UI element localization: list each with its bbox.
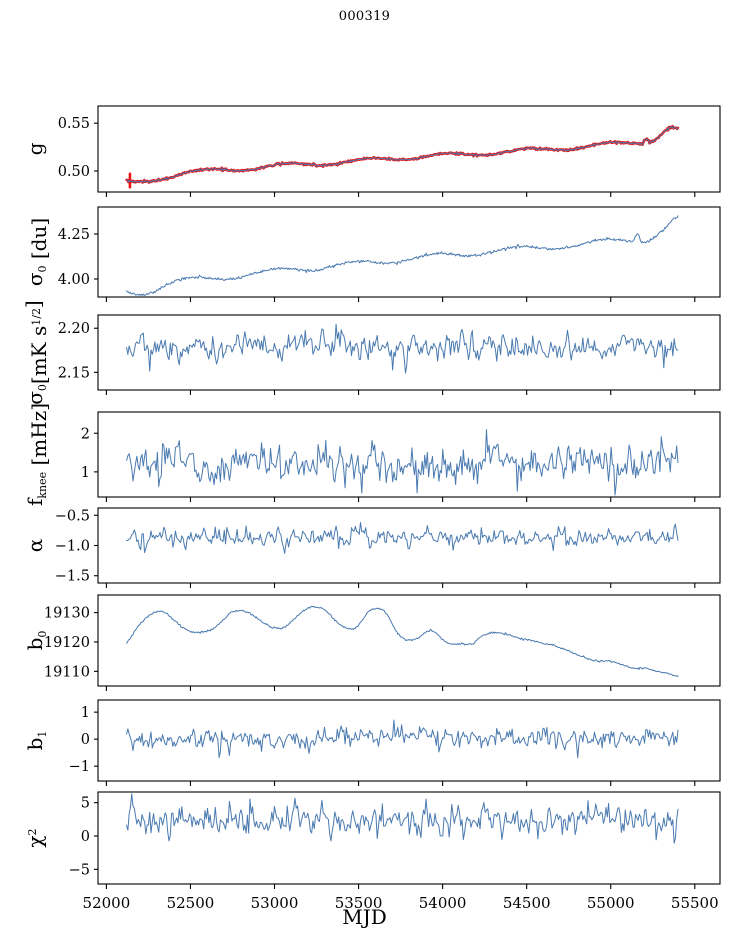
panel-frame <box>97 105 721 193</box>
y-axis-label: σ0 [du] <box>23 218 51 286</box>
overlay-series-line <box>125 124 680 184</box>
series-line <box>126 793 679 844</box>
panel-frame <box>97 206 721 298</box>
svg-text:fknee [mHz]: fknee [mHz] <box>23 403 51 506</box>
svg-text:σ0[mK s1/2]: σ0[mK s1/2] <box>21 300 51 405</box>
y-tick-label: 5 <box>81 796 90 812</box>
y-axis-label: b0 <box>23 631 49 651</box>
panel-frame <box>97 314 721 391</box>
series-line <box>126 323 679 374</box>
y-tick-label: 2 <box>81 426 90 442</box>
x-tick-label: 55500 <box>671 894 719 912</box>
x-tick-label: 53500 <box>335 894 383 912</box>
svg-text:b1: b1 <box>23 731 49 751</box>
y-axis-label: α <box>23 539 47 553</box>
panel-b0: 19110 19120 19130 b0 <box>23 594 721 691</box>
series-line <box>126 605 679 677</box>
panel-sigma0_mK: 2.15 2.20 σ0[mK s1/2] <box>21 300 721 405</box>
panel-b1: −1 0 1 b1 <box>23 699 721 786</box>
y-tick-label: −1.0 <box>55 539 90 555</box>
svg-text:α: α <box>23 539 47 553</box>
x-axis-label: MJD <box>342 905 387 929</box>
y-tick-label: 1 <box>81 705 90 721</box>
y-tick-label: 1 <box>81 465 90 481</box>
y-tick-label: 2.15 <box>58 365 90 381</box>
y-tick-label: −1 <box>69 759 90 775</box>
panel-fknee: 1 2 fknee [mHz] <box>23 403 721 506</box>
svg-text:χ2: χ2 <box>23 828 47 847</box>
y-axis-label: χ2 <box>23 828 47 847</box>
svg-text:g: g <box>23 142 47 155</box>
y-tick-label: −0.5 <box>55 508 90 524</box>
series-line <box>126 125 679 184</box>
y-tick-label: 2.20 <box>58 321 90 337</box>
y-tick-label: 19110 <box>44 664 90 680</box>
x-tick-label: 55000 <box>587 894 635 912</box>
y-tick-label: 4.25 <box>58 227 90 243</box>
x-tick-label: 53000 <box>251 894 299 912</box>
series-line <box>126 429 679 496</box>
y-tick-label: −1.5 <box>55 569 90 585</box>
y-tick-label: 0.50 <box>58 164 90 180</box>
panel-frame <box>97 791 721 885</box>
panel-chi2: −5 0 5 χ2 <box>23 791 721 889</box>
panel-frame <box>97 699 721 782</box>
panel-gain: 0.50 0.55 g <box>23 105 721 197</box>
panel-alpha: −0.5 −1.0 −1.5 α <box>23 507 721 588</box>
y-axis-label: σ0[mK s1/2] <box>21 300 51 405</box>
panel-frame <box>97 411 721 498</box>
y-tick-label: 0.55 <box>58 116 90 132</box>
panel-sigma0_du: 4.00 4.25 σ0 [du] <box>23 206 721 302</box>
y-tick-label: 0 <box>81 829 90 845</box>
y-axis-label: fknee [mHz] <box>23 403 51 506</box>
y-tick-label: 19130 <box>44 606 90 622</box>
svg-text:b0: b0 <box>23 631 49 651</box>
x-tick-label: 52000 <box>83 894 131 912</box>
y-tick-label: 0 <box>81 732 90 748</box>
y-tick-label: −5 <box>69 862 90 878</box>
series-line <box>126 522 679 554</box>
y-tick-label: 4.00 <box>58 272 90 288</box>
series-line <box>126 719 679 759</box>
panel-frame <box>97 594 721 687</box>
x-tick-label: 52500 <box>167 894 215 912</box>
x-tick-label: 54500 <box>503 894 551 912</box>
y-tick-label: 19120 <box>44 635 90 651</box>
panel-frame <box>97 507 721 584</box>
svg-text:σ0 [du]: σ0 [du] <box>23 218 51 286</box>
x-tick-label: 54000 <box>419 894 467 912</box>
figure-title: 000319 <box>338 9 391 24</box>
series-line <box>126 215 679 296</box>
y-axis-label: b1 <box>23 731 49 751</box>
y-axis-label: g <box>23 142 47 155</box>
